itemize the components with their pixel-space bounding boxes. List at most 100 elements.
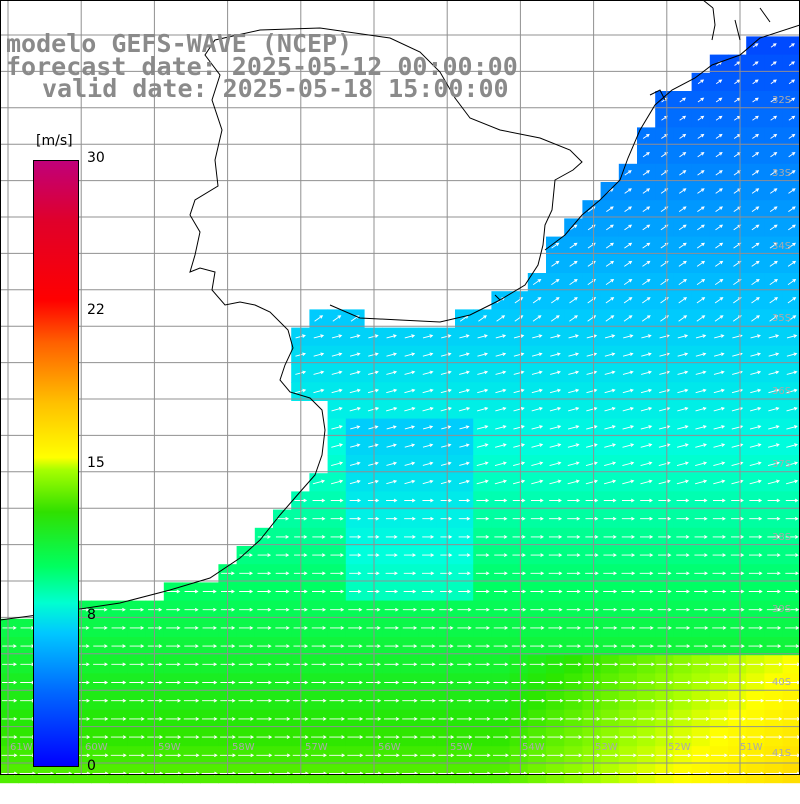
wind-arrow [441,334,452,339]
wind-arrow [549,461,562,467]
wind-arrow [674,662,692,667]
wind-arrow [766,589,781,594]
wind-speed-field [0,36,800,784]
wind-arrow [404,535,416,539]
wind-arrow [710,735,728,739]
wind-arrow [368,443,379,448]
wind-arrow [513,388,525,394]
wind-arrow [638,753,656,758]
wind-arrow [331,334,343,339]
wind-arrow [639,535,654,539]
wind-arrow [751,297,760,304]
wind-arrow [366,680,382,685]
wind-arrow [568,370,580,375]
wind-arrow [638,680,656,685]
wind-arrow [569,260,578,267]
wind-arrow [694,498,708,503]
wind-arrow [786,388,798,394]
model-title: modelo GEFS-WAVE (NCEP) [6,29,353,58]
wind-arrow [712,607,727,612]
wind-arrow [386,479,398,485]
wind-arrow [493,717,509,721]
wind-arrow [551,278,560,286]
wind-arrow [621,535,635,539]
wind-arrow [329,662,345,667]
wind-arrow [585,516,599,521]
wind-arrow [694,553,708,557]
wind-arrow [495,406,507,412]
wind-arrow [788,61,796,66]
wind-arrow [529,698,546,703]
wind-arrow [496,315,506,322]
wind-arrow [368,461,379,466]
wind-arrow [640,425,653,430]
wind-arrow [532,278,542,286]
wind-arrow [313,352,325,357]
wind-arrow [312,571,326,576]
wind-arrow [531,461,544,467]
wind-arrow [512,498,526,503]
wind-arrow [420,698,436,703]
wind-arrow [368,425,379,430]
wind-arrow [730,607,745,612]
wind-arrow [386,334,397,339]
wind-arrow [459,443,470,448]
wind-arrow [751,224,760,231]
wind-arrow [604,334,616,339]
wind-arrow [752,61,759,66]
wind-arrow [675,589,690,594]
wind-arrow [129,607,145,612]
wind-arrow [583,698,601,703]
wind-arrow [404,443,416,448]
wind-arrow [367,553,380,557]
wind-arrow [511,680,527,685]
wind-arrow [729,717,747,721]
wind-arrow [620,662,637,667]
wind-arrow [275,662,291,667]
lat-label-38s: 38S [772,532,792,543]
wind-arrow [404,406,416,412]
wind-arrow [639,571,654,576]
wind-arrow [440,370,452,375]
wind-arrow [477,406,489,412]
wind-arrow [512,571,527,576]
wind-arrow [111,698,127,703]
wind-arrow [402,662,418,667]
wind-arrow [695,425,707,430]
wind-arrow [750,388,762,394]
wind-arrow [678,297,688,304]
wind-arrow [513,352,525,357]
lon-label-59w: 59W [158,742,181,753]
wind-arrow [747,698,765,703]
wind-arrow [366,662,382,667]
wind-arrow [622,479,635,485]
wind-arrow [677,370,689,375]
wind-arrow [275,589,290,594]
wind-arrow [330,516,344,521]
wind-arrow [457,680,473,685]
wind-arrow [731,498,744,503]
wind-arrow [530,535,544,539]
wind-arrow [511,644,527,648]
wind-arrow [529,717,546,721]
wind-arrow [458,388,471,394]
wind-arrow [512,516,526,521]
wind-arrow [675,607,691,612]
wind-arrow [713,406,725,412]
wind-arrow [404,425,416,430]
wind-arrow [458,553,471,557]
wind-arrow [640,406,653,412]
wind-arrow [751,315,760,322]
wind-arrow [751,242,760,249]
wind-arrow [438,717,455,721]
wind-arrow [495,388,507,394]
wind-arrow [768,425,780,430]
lat-label-39s: 39S [772,604,792,615]
wind-arrow [788,224,796,231]
wind-arrow [752,152,760,158]
colorbar-tick-22: 22 [87,302,105,318]
wind-arrow [769,260,778,267]
wind-arrow [329,717,345,721]
wind-arrow [92,698,109,703]
wind-arrow [165,680,181,685]
